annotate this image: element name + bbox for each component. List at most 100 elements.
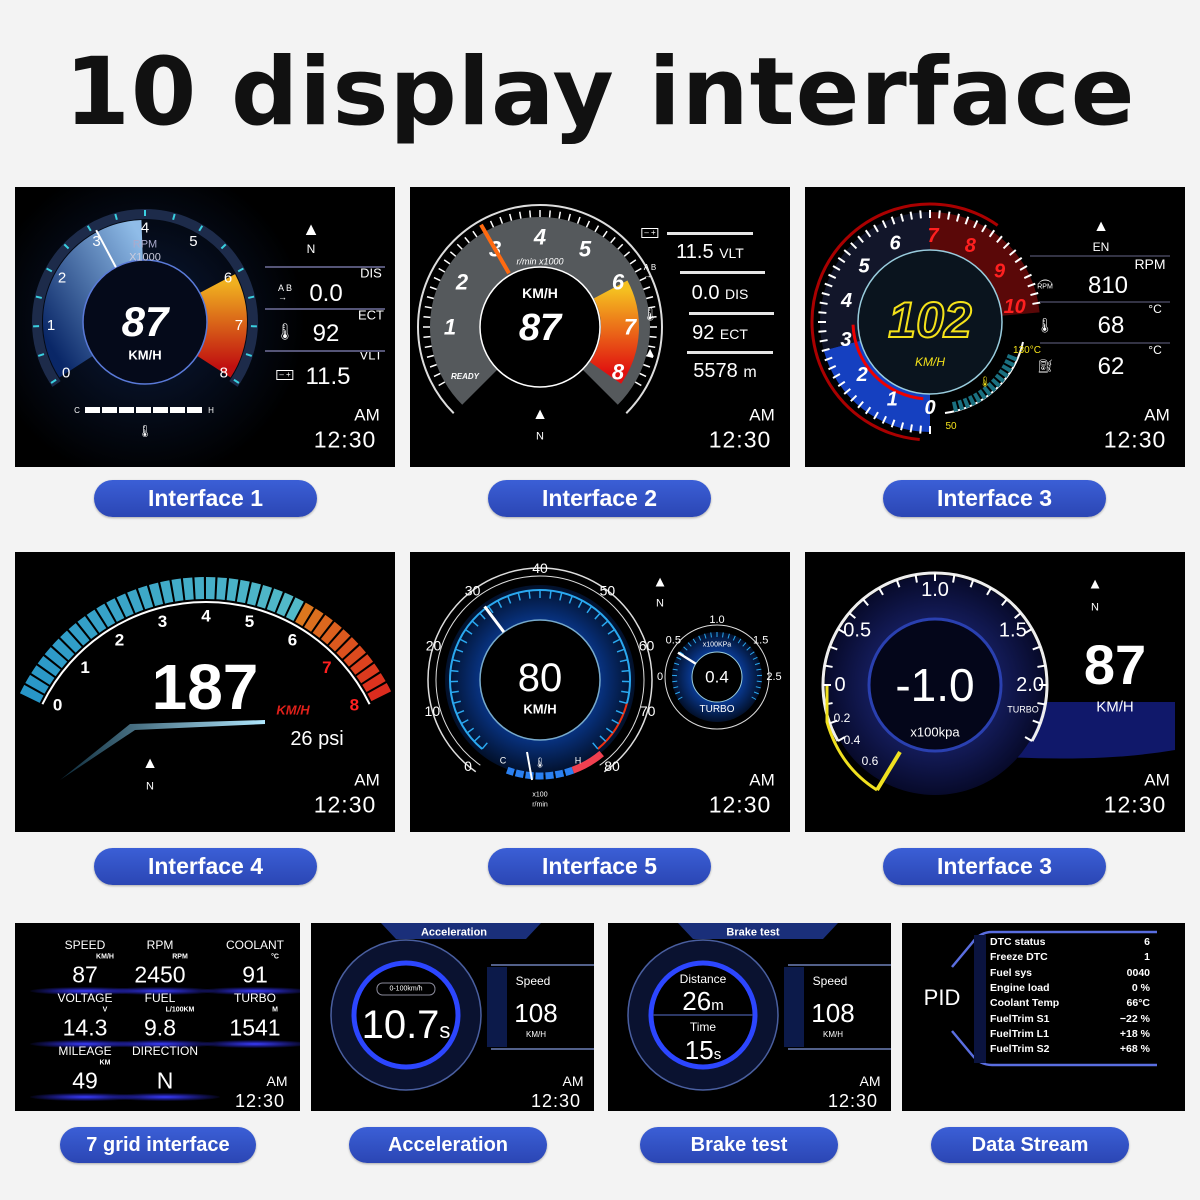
- gauge-tick: [629, 259, 637, 265]
- grid-cell-unit: KM/H: [96, 953, 114, 961]
- gauge-outer-ring: [435, 575, 645, 766]
- acceleration-value: 10.7: [361, 1003, 440, 1047]
- speed-segment: [367, 683, 392, 702]
- compass-arrow-icon: ▲: [1087, 575, 1103, 593]
- rpm-icon: RPM: [1037, 279, 1053, 291]
- divider: [667, 232, 753, 235]
- gauge-tick: [828, 365, 837, 371]
- interface-3-turbo-screen[interactable]: 0 0.5 1.0 1.5 2.0 0.2 0.4 0.6 -1.0 x100kpa TURB…: [805, 552, 1185, 832]
- gauge-tick: [919, 425, 922, 434]
- gauge-tick: [455, 648, 464, 653]
- interface-1-screen[interactable]: 0 1 2 3 4 5 6 7 8 RPM X1000 87 KM/H ▲ N DIS A B →…: [15, 187, 395, 467]
- gauge-tick: [873, 224, 879, 233]
- boost-value: -1.0: [895, 659, 975, 711]
- gauge-label: 2.5: [766, 671, 781, 683]
- seven-grid-screen[interactable]: AM 12:30 SPEED KM/H 87 RPM RPM 2450 COOLANT °C 9…: [15, 923, 300, 1111]
- am-pm: AM: [859, 1073, 881, 1089]
- gauge-label: 6: [612, 270, 625, 295]
- gauge-tick: [471, 620, 479, 627]
- gauge-tick: [737, 638, 742, 644]
- gauge-label: 4: [533, 225, 546, 250]
- gauge-tick: [423, 335, 431, 338]
- clock: 12:30: [708, 426, 772, 453]
- gauge-tick: [821, 347, 830, 352]
- grid-cell-label: RPM: [146, 938, 174, 952]
- interface-label-5: Interface 5: [488, 848, 711, 885]
- rpm-label: RPM: [132, 238, 158, 251]
- speed-segment: [336, 637, 359, 659]
- gauge-tick: [756, 680, 762, 683]
- gauge-tick: [824, 282, 833, 288]
- gauge-tick: [46, 267, 53, 273]
- distance-unit: m: [711, 997, 724, 1014]
- brake-test-screen[interactable]: Brake test Distance 26m Time 15s Speed 1…: [608, 923, 891, 1111]
- gauge-tick: [459, 638, 468, 644]
- gauge-tick: [568, 595, 573, 604]
- dis-label: DIS: [725, 286, 749, 302]
- gauge-outer-ring: [810, 202, 999, 442]
- compass-heading: N: [656, 597, 664, 610]
- gauge-label: 1: [47, 317, 55, 334]
- coolant-needle: [526, 751, 533, 781]
- time-unit: s: [713, 1046, 722, 1063]
- gauge-label: 5: [859, 256, 871, 278]
- gauge-tick: [1019, 265, 1028, 271]
- gauge-tick: [969, 579, 975, 588]
- speed-segment: [52, 638, 75, 661]
- gauge-tick: [873, 411, 879, 420]
- gauge-tick: [450, 669, 459, 673]
- gauge-tick: [824, 664, 833, 668]
- gauge-tick: [518, 211, 522, 219]
- interface-label-4: Interface 4: [94, 848, 317, 885]
- gauge-label: 8: [350, 696, 359, 715]
- gauge-tick: [63, 243, 70, 250]
- battery-icon: – +: [276, 370, 294, 380]
- gauge-label: 0: [464, 758, 472, 774]
- pid-name: Coolant Temp: [990, 997, 1060, 1010]
- speed-segment: [362, 673, 386, 693]
- pid-name: FuelTrim S1: [990, 1012, 1050, 1025]
- data-stream-screen[interactable]: PID DTC status 6 Freeze DTC 1 Fuel sys 0040 En…: [902, 923, 1185, 1111]
- speed-label: Speed: [812, 974, 848, 988]
- compass-heading: N: [306, 242, 316, 256]
- speed-segment: [303, 608, 324, 632]
- cell-glow: [105, 987, 215, 995]
- gauge-tick: [857, 401, 864, 409]
- speed-segment: [25, 674, 49, 694]
- gauge-tick: [900, 213, 905, 222]
- gauge-tick: [722, 632, 724, 638]
- gauge-tick: [507, 595, 512, 604]
- grid-cell-unit: V: [102, 1006, 108, 1014]
- speed-segment: [37, 655, 61, 677]
- gauge-tick: [1027, 282, 1036, 288]
- speed-segment: [137, 585, 154, 610]
- distance-readout: 0.0 DIS: [692, 283, 749, 303]
- gauge-center: [867, 617, 1003, 753]
- interface-3-screen[interactable]: 0 1 2 3 4 5 6 7 8 9 10 102 KM/H 130°C 50 🌡︎ ▲ EN R…: [805, 187, 1185, 467]
- acceleration-screen[interactable]: Acceleration 0-100km/h 10.7s Speed 108 K…: [311, 923, 594, 1111]
- gauge-label: 70: [640, 703, 656, 719]
- pid-name: Engine load: [990, 981, 1050, 994]
- interface-label-8: Acceleration: [349, 1127, 547, 1163]
- pid-value: −22 %: [1119, 1012, 1150, 1025]
- gauge-tick: [198, 225, 204, 232]
- grid-cell-label: COOLANT: [225, 938, 285, 952]
- gauge-tick: [443, 259, 451, 265]
- gauge-tick: [592, 742, 599, 750]
- pid-row: FuelTrim S2 +68 %: [990, 1043, 1150, 1055]
- temp-cold-label: C: [74, 406, 80, 415]
- gauge-tick: [754, 662, 760, 666]
- cell-glow: [30, 987, 140, 995]
- redline-zone: [589, 280, 639, 384]
- pid-frame: [951, 930, 1157, 1067]
- gauge-tick: [634, 267, 642, 273]
- boost-unit: x100kpa: [910, 724, 960, 740]
- ect-value: 92: [312, 320, 340, 347]
- grid-cell-value: 91: [242, 961, 268, 988]
- interface-5-screen[interactable]: 0 10 20 30 40 50 60 70 80 0 0.5 1.0 1.5 2.5 80 KM/H C…: [410, 552, 790, 832]
- gauge-tick: [753, 691, 759, 695]
- speed-segment: [19, 684, 44, 703]
- gauge-tick: [623, 251, 631, 257]
